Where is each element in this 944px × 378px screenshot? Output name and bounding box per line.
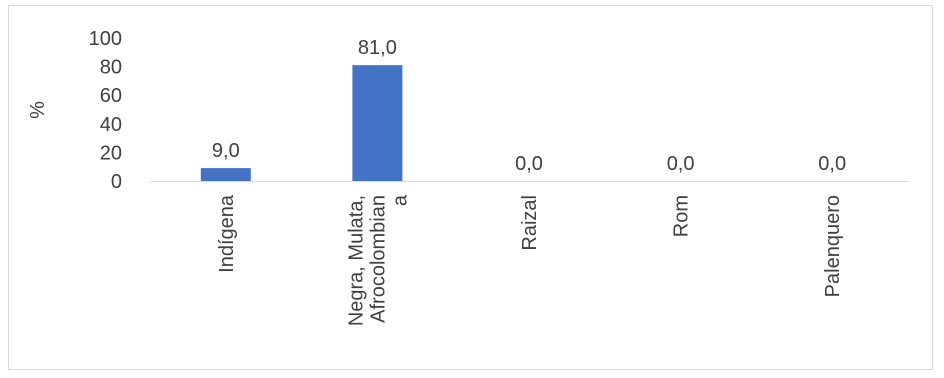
category-label-line: Palenquero [822,195,844,297]
data-label: 81,0 [358,37,397,59]
category-labels: Indígena Negra, Mulata, Afrocolombian a Raiz… [216,194,844,326]
category-label-line: a [389,194,411,206]
bars [200,65,403,181]
data-labels: 9,0 81,0 0,0 0,0 0,0 [212,37,846,175]
y-tick-label: 60 [100,85,122,107]
y-tick-label: 20 [100,142,122,164]
data-label: 0,0 [515,153,543,175]
y-axis: 0 20 40 60 80 100 [89,28,122,193]
data-label: 0,0 [667,153,695,175]
bar [352,65,403,181]
y-tick-label: 0 [111,171,122,193]
category-label-line: Negra, Mulata, [345,195,367,326]
category-label-line: Afrocolombian [367,195,389,323]
chart-frame [8,5,933,370]
data-label: 9,0 [212,140,240,162]
category-label-line: Indígena [216,194,238,273]
y-axis-label: % [27,101,49,119]
bar [200,168,251,181]
y-tick-label: 80 [100,57,122,79]
category-label-line: Rom [671,195,693,237]
category-label-line: Raizal [519,195,541,251]
y-tick-label: 100 [89,28,122,50]
y-tick-label: 40 [100,114,122,136]
data-label: 0,0 [818,153,846,175]
